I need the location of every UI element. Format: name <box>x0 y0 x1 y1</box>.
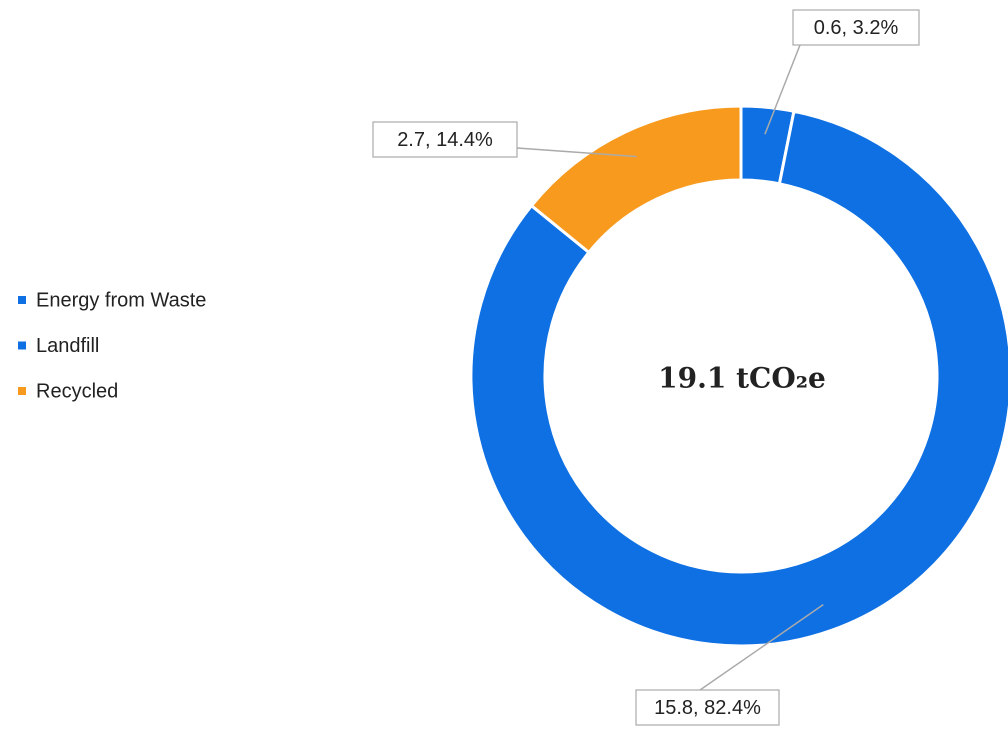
label-box <box>792 9 920 46</box>
data-label: 0.6, 3.2% <box>814 17 899 39</box>
leader-line <box>699 604 824 691</box>
center-total: 19.1 tCO₂e <box>658 362 826 395</box>
legend-label: Energy from Waste <box>36 289 206 311</box>
leader-line <box>516 147 637 158</box>
legend-label: Recycled <box>36 380 118 402</box>
legend-swatch <box>18 341 26 350</box>
legend-swatch <box>18 387 26 395</box>
legend-label: Landfill <box>36 335 99 357</box>
legend-swatch <box>18 296 26 304</box>
donut-slice <box>469 109 1008 648</box>
data-label: 2.7, 14.4% <box>397 129 493 151</box>
label-box <box>372 121 518 158</box>
donut-slice <box>529 104 743 255</box>
label-box <box>635 689 780 726</box>
data-label: 15.8, 82.4% <box>654 697 761 719</box>
leader-line <box>764 44 801 135</box>
